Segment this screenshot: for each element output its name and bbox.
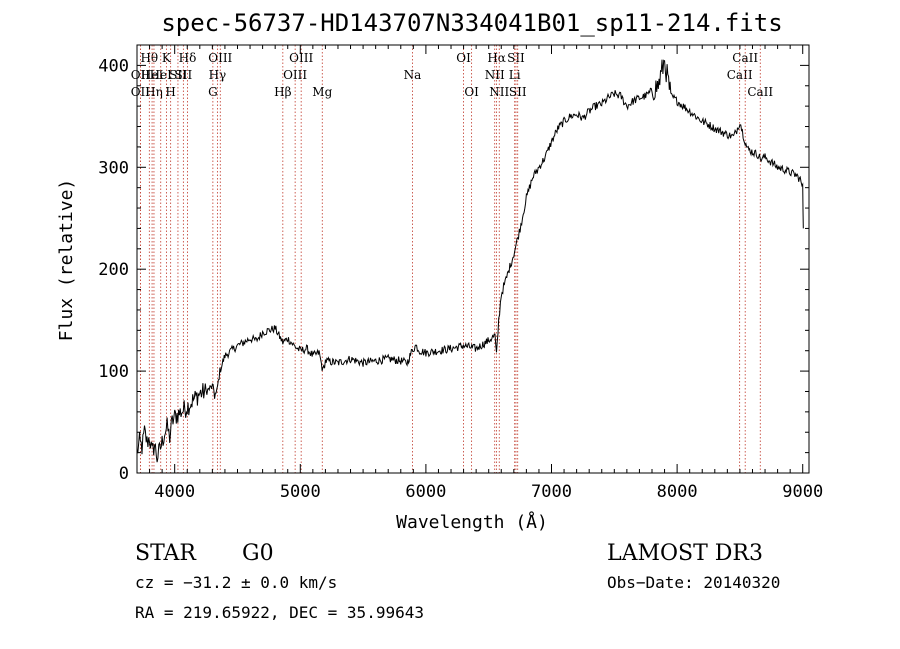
line-marker-label: OIII <box>289 51 313 65</box>
line-marker-label: OI <box>456 51 471 65</box>
line-marker-label: CaII <box>747 85 773 99</box>
line-marker-label: SII <box>169 68 187 82</box>
line-marker-label: CaII <box>727 68 753 82</box>
x-axis-ticks: 4000 5000 6000 7000 8000 9000 <box>136 45 823 502</box>
x-axis-label: Wavelength (Å) <box>396 511 548 533</box>
y-tick-label: 200 <box>98 260 129 280</box>
y-tick-label: 300 <box>98 158 129 178</box>
line-marker-label: Na <box>404 68 422 82</box>
line-marker-label: SII <box>174 68 192 82</box>
line-marker-label: Hθ <box>140 51 158 65</box>
survey-name: LAMOST DR3 <box>607 541 763 566</box>
x-tick-label: 4000 <box>154 482 195 502</box>
spectrum-series-line <box>136 59 804 463</box>
y-tick-label: 100 <box>98 362 129 382</box>
line-marker-label: CaII <box>732 51 758 65</box>
line-marker-label: OI <box>464 85 479 99</box>
ra-dec: RA = 219.65922, DEC = 35.99643 <box>135 603 424 622</box>
line-marker-label: Hη <box>145 85 163 99</box>
line-marker-label: Mg <box>312 85 332 99</box>
plot-area <box>136 59 804 463</box>
object-subclass: G0 <box>242 541 274 566</box>
line-marker-label: HeI <box>150 68 173 82</box>
x-tick-label: 6000 <box>405 482 446 502</box>
line-marker-label: H <box>165 85 175 99</box>
y-axis-label: Flux (relative) <box>56 179 77 342</box>
line-markers: OII OII Hθ HeI Hη HeI K H SII Hδ SII G Hγ OIII Hβ OIII O… <box>131 45 773 473</box>
observation-date: Obs−Date: 20140320 <box>607 573 780 592</box>
x-tick-label: 7000 <box>531 482 572 502</box>
line-marker-label: SII <box>507 51 525 65</box>
y-tick-label: 400 <box>98 56 129 76</box>
line-marker-label: Li <box>509 68 521 82</box>
line-marker-label: Hδ <box>179 51 197 65</box>
x-tick-label: 5000 <box>280 482 321 502</box>
line-marker-label: K <box>162 51 172 65</box>
x-tick-label: 9000 <box>782 482 823 502</box>
line-marker-label: SII <box>509 85 527 99</box>
line-marker-label: OII <box>131 68 151 82</box>
line-marker-label: Hγ <box>209 68 227 82</box>
line-marker-label: NII <box>485 68 505 82</box>
line-marker-label: OIII <box>283 68 307 82</box>
line-marker-label: OII <box>131 85 151 99</box>
line-marker-label: Hα <box>487 51 506 65</box>
line-marker-label: OIII <box>208 51 232 65</box>
line-marker-label: G <box>208 85 218 99</box>
line-marker-label: HeI <box>141 68 164 82</box>
line-marker-label: NII <box>489 85 509 99</box>
y-axis-ticks: 0 100 200 300 400 <box>98 44 809 484</box>
redshift-cz: cz = −31.2 ± 0.0 km/s <box>135 573 337 592</box>
line-marker-label: Hβ <box>274 85 291 99</box>
x-tick-label: 8000 <box>657 482 698 502</box>
chart-title: spec-56737-HD143707N334041B01_sp11-214.f… <box>161 9 782 37</box>
plot-frame <box>136 44 810 474</box>
object-class: STAR <box>135 541 197 566</box>
y-tick-label: 0 <box>119 464 129 484</box>
